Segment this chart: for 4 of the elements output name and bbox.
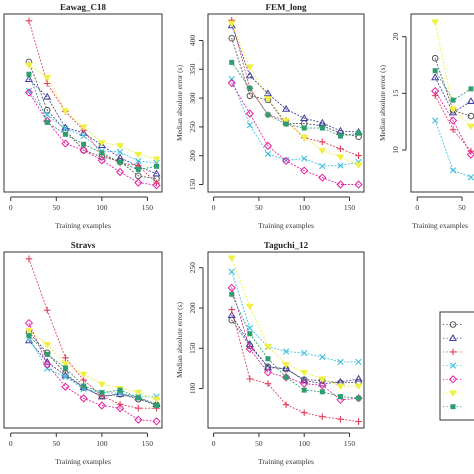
chart-title: Taguchi_12 [264, 240, 309, 250]
chart-title: FEM_long [265, 2, 307, 12]
chart-title: Eawag_C18 [60, 2, 106, 12]
chart-title: Stravs [70, 240, 96, 250]
